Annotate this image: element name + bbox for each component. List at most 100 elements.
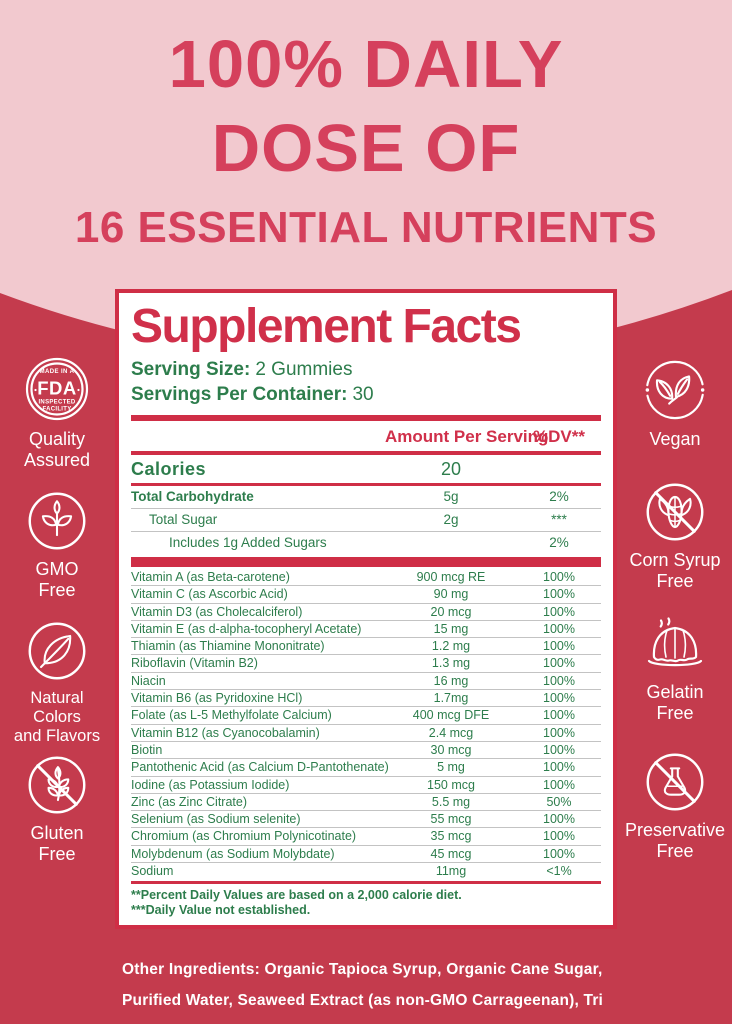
table-row: Vitamin B6 (as Pyridoxine HCl) 1.7mg 100… (131, 690, 601, 708)
fda-badge-icon: MADE IN A FDA INSPECTED FACILITY (25, 357, 89, 421)
nutrient-dv: 100% (543, 656, 575, 671)
table-row: Sodium 11mg <1% (131, 863, 601, 879)
table-row: Pantothenic Acid (as Calcium D-Pantothen… (131, 759, 601, 777)
nutrient-dv: 100% (543, 673, 575, 688)
vegan-leaves-icon (645, 360, 705, 420)
divider (131, 881, 601, 885)
nutrient-amount: 900 mcg RE (416, 570, 486, 584)
nutrient-amount: 15 mg (433, 621, 469, 636)
nutrient-dv: 50% (546, 794, 572, 809)
nutrient-name: Pantothenic Acid (as Calcium D-Pantothen… (131, 760, 389, 775)
servings-per-container-line: Servings Per Container: 30 (131, 382, 601, 407)
table-row: Niacin 16 mg 100% (131, 673, 601, 691)
servings-label: Servings Per Container: (131, 384, 348, 405)
nutrient-name: Vitamin D3 (as Cholecalciferol) (131, 604, 303, 619)
gelatin-jelly-icon (647, 617, 703, 667)
serving-size-label: Serving Size: (131, 359, 251, 380)
nutrient-name: Niacin (131, 673, 166, 688)
nutrient-name: Biotin (131, 742, 163, 757)
nutrient-name: Vitamin C (as Ascorbic Acid) (131, 587, 288, 602)
nutrient-amount: 45 mcg (430, 846, 472, 861)
fda-bottom1-text: INSPECTED (38, 400, 75, 406)
other-ingredients-text: Other Ingredients: Organic Tapioca Syrup… (122, 960, 604, 1024)
nutrient-amount: 2.4 mcg (428, 725, 474, 740)
table-row: Selenium (as Sodium selenite) 55 mcg 100… (131, 811, 601, 829)
table-row: Chromium (as Chromium Polynicotinate) 35… (131, 828, 601, 846)
calories-label: Calories (131, 459, 207, 479)
nutrient-name: Folate (as L-5 Methylfolate Calcium) (131, 708, 332, 723)
nutrient-amount: 11mg (435, 864, 467, 879)
divider (131, 451, 601, 455)
table-row: Vitamin C (as Ascorbic Acid) 90 mg 100% (131, 586, 601, 604)
preservative-flask-slash-icon (646, 753, 704, 811)
nutrient-amount: 5g (443, 489, 459, 504)
nutrient-name: Vitamin A (as Beta-carotene) (131, 570, 290, 584)
nutrient-amount: 20 mcg (430, 604, 472, 619)
table-row: Zinc (as Zinc Citrate) 5.5 mg 50% (131, 794, 601, 812)
table-row: Molybdenum (as Sodium Molybdate) 45 mcg … (131, 846, 601, 864)
badge-label: GMO Free (35, 559, 79, 600)
fda-main-text: FDA (37, 378, 77, 399)
badge-quality-assured: MADE IN A FDA INSPECTED FACILITY Quality… (0, 356, 114, 471)
nutrient-dv: 2% (549, 489, 569, 504)
table-row: Total Carbohydrate 5g 2% (131, 486, 601, 508)
nutrient-name: Total Carbohydrate (131, 489, 254, 504)
nutrient-dv: 100% (543, 777, 575, 792)
table-row: Vitamin A (as Beta-carotene) 900 mcg RE … (131, 569, 601, 587)
nutrient-name: Selenium (as Sodium selenite) (131, 812, 301, 827)
divider (131, 415, 601, 421)
nutrient-name: Sodium (131, 864, 174, 879)
nutrient-dv: 100% (543, 691, 575, 706)
badge-vegan: Vegan (618, 358, 732, 450)
nutrient-amount: 1.2 mg (431, 639, 471, 654)
calories-value: 20 (440, 459, 462, 479)
nutrient-name: Riboflavin (Vitamin B2) (131, 656, 258, 671)
pink-header-shape (0, 0, 732, 361)
footnote-established: ***Daily Value not established. (131, 902, 311, 917)
nutrient-table: Vitamin A (as Beta-carotene) 900 mcg RE … (131, 569, 601, 879)
calories-row: Calories 20 (131, 455, 601, 483)
panel-title: Supplement Facts (131, 300, 522, 353)
nutrient-amount: 150 mcg (427, 777, 475, 792)
nutrient-name: Total Sugar (149, 512, 218, 527)
badge-label: Quality Assured (23, 429, 91, 470)
nutrient-amount: 35 mcg (430, 829, 472, 844)
nutrient-amount: 30 mcg (430, 742, 472, 757)
badge-label: Preservative Free (624, 820, 726, 861)
headline-line2: DOSE OF (211, 111, 521, 186)
headline-line1: 100% DAILY (168, 27, 564, 102)
servings-value: 30 (352, 384, 374, 405)
serving-size-line: Serving Size: 2 Gummies (131, 357, 601, 382)
nutrient-amount: 1.7mg (433, 691, 469, 706)
badge-natural-colors-flavors: Natural Colors and Flavors (0, 620, 114, 746)
badge-label: Vegan (649, 429, 701, 449)
table-row: Riboflavin (Vitamin B2) 1.3 mg 100% (131, 655, 601, 673)
supplement-facts-panel: Supplement Facts Serving Size: 2 Gummies … (115, 289, 617, 930)
badge-gluten-free: Gluten Free (0, 754, 114, 865)
corn-slash-icon (646, 483, 704, 541)
fda-arc-text: MADE IN A (40, 369, 75, 375)
nutrient-dv: 100% (543, 621, 575, 636)
nutrient-name: Chromium (as Chromium Polynicotinate) (131, 829, 357, 844)
badge-preservative-free: Preservative Free (618, 751, 732, 862)
nutrient-dv: *** (551, 512, 567, 527)
nutrient-name: Molybdenum (as Sodium Molybdate) (131, 846, 335, 861)
fda-bottom2-text: FACILITY (42, 407, 71, 413)
nutrient-name: Vitamin E (as d-alpha-tocopheryl Acetate… (131, 621, 362, 636)
badge-label: Corn Syrup Free (629, 550, 721, 591)
thick-divider (131, 557, 601, 567)
column-header-dv: %DV** (533, 427, 585, 446)
serving-size-value: 2 Gummies (255, 359, 353, 380)
badge-label: Gelatin Free (646, 682, 704, 723)
headline-subtitle: 16 ESSENTIAL NUTRIENTS (74, 203, 658, 252)
natural-leaf-icon (28, 622, 86, 680)
nutrient-name: Zinc (as Zinc Citrate) (131, 794, 247, 809)
nutrient-name: Thiamin (as Thiamine Mononitrate) (131, 639, 325, 654)
nutrient-dv: 100% (543, 829, 575, 844)
badge-gelatin-free: Gelatin Free (618, 615, 732, 724)
table-row: Vitamin D3 (as Cholecalciferol) 20 mcg 1… (131, 604, 601, 621)
nutrient-dv: 100% (543, 604, 575, 619)
nutrient-dv: 100% (543, 708, 575, 723)
table-row: Iodine (as Potassium Iodide) 150 mcg 100… (131, 777, 601, 794)
